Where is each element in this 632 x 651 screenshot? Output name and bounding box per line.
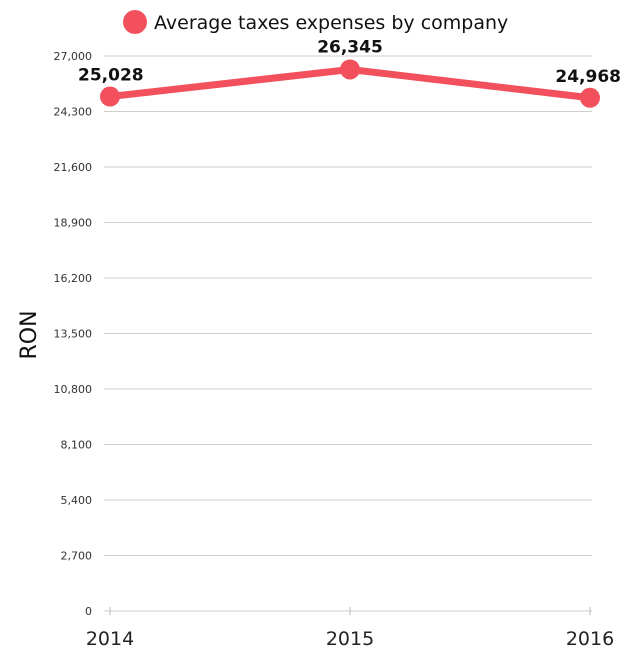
y-tick-label: 0 bbox=[85, 605, 92, 618]
y-tick-label: 8,100 bbox=[61, 439, 93, 452]
legend-marker bbox=[123, 10, 147, 34]
y-tick-label: 21,600 bbox=[54, 161, 93, 174]
grid-lines bbox=[104, 55, 592, 556]
x-tick-label: 2015 bbox=[326, 628, 374, 650]
y-tick-label: 5,400 bbox=[61, 494, 93, 507]
data-point-2015[interactable] bbox=[340, 59, 360, 80]
x-tick-label: 2014 bbox=[86, 628, 134, 650]
data-label-2016: 24,968 bbox=[555, 67, 621, 87]
x-axis: 2014 2015 2016 bbox=[86, 607, 614, 650]
data-point-2016[interactable] bbox=[580, 87, 600, 108]
data-label-2015: 26,345 bbox=[317, 37, 383, 57]
y-tick-label: 2,700 bbox=[61, 550, 93, 563]
legend[interactable]: Average taxes expenses by company bbox=[123, 10, 508, 34]
y-tick-label: 24,300 bbox=[54, 106, 93, 119]
y-tick-label: 16,200 bbox=[54, 272, 93, 285]
data-point-2014[interactable] bbox=[100, 86, 120, 107]
y-axis-title: RON bbox=[17, 310, 42, 359]
legend-label: Average taxes expenses by company bbox=[154, 12, 508, 34]
y-tick-label: 27,000 bbox=[54, 50, 93, 63]
series-average-taxes: 25,028 26,345 24,968 bbox=[78, 37, 621, 108]
x-tick-label: 2016 bbox=[566, 628, 614, 650]
y-tick-label: 10,800 bbox=[54, 383, 93, 396]
data-label-2014: 25,028 bbox=[78, 66, 144, 86]
y-axis: 0 2,700 5,400 8,100 10,800 13,500 16,200 18,900… bbox=[54, 50, 93, 618]
y-tick-label: 18,900 bbox=[54, 217, 93, 230]
y-tick-label: 13,500 bbox=[54, 328, 93, 341]
